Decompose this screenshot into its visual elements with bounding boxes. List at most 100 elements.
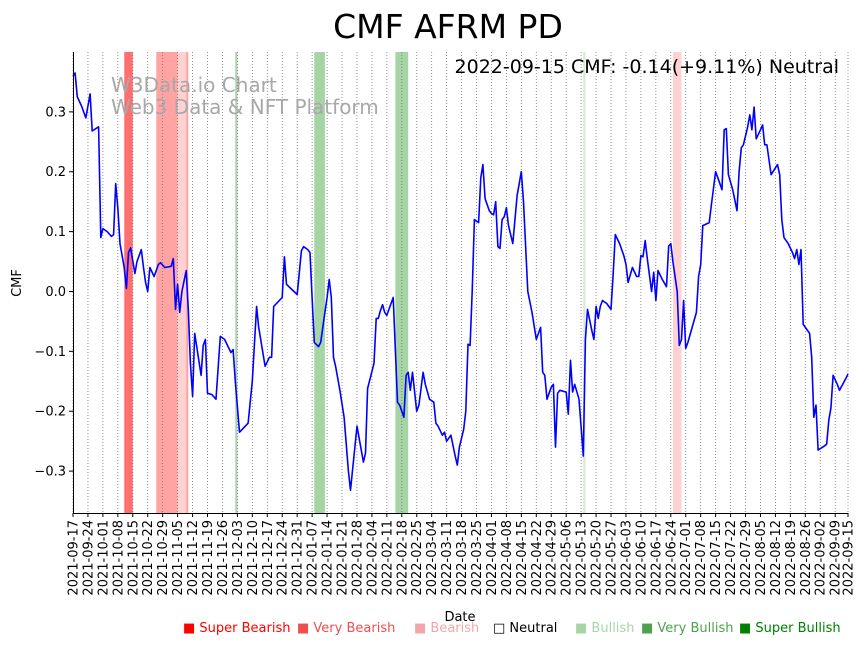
x-tick-label: 2022-01-07 (306, 520, 321, 596)
x-tick-label: 2021-12-17 (261, 520, 276, 596)
x-tick-label: 2021-09-17 (67, 520, 82, 596)
x-tick-label: 2021-10-01 (96, 520, 111, 596)
x-tick-label: 2022-05-13 (575, 520, 590, 596)
chart-title: CMF AFRM PD (333, 7, 563, 46)
x-tick-label: 2022-04-29 (545, 520, 560, 596)
legend-item: ■ Bullish (575, 621, 634, 636)
legend-label: Very Bearish (313, 621, 396, 636)
legend-label: Super Bearish (199, 621, 291, 636)
legend-item: ■ Very Bullish (641, 621, 733, 636)
x-tick-label: 2022-06-24 (664, 520, 679, 596)
signal-bands (124, 52, 682, 513)
x-tick-label: 2022-06-10 (634, 520, 649, 596)
signal-band-very-bullish-light (314, 52, 325, 513)
x-tick-label: 2022-04-01 (485, 520, 500, 596)
x-tick-label: 2022-04-15 (515, 520, 530, 596)
legend-item: ■ Very Bearish (297, 621, 395, 636)
x-tick-label: 2022-02-04 (365, 520, 380, 596)
x-tick-label: 2022-07-29 (739, 520, 754, 596)
legend-marker: ■ (414, 621, 431, 636)
x-tick-label: 2021-10-15 (126, 520, 141, 596)
x-tick-label: 2022-08-05 (754, 520, 769, 596)
y-tick-label: 0.1 (45, 225, 66, 240)
watermark-line-2: Web3 Data & NFT Platform (111, 95, 379, 119)
x-tick-label: 2022-05-20 (590, 520, 605, 596)
y-tick-label: 0.0 (45, 285, 66, 300)
legend-label: Super Bullish (755, 621, 841, 636)
x-tick-label: 2022-07-15 (709, 520, 724, 596)
cmf-line (72, 72, 849, 492)
x-tick-label: 2022-06-03 (619, 520, 634, 596)
x-tick-label: 2022-09-15 (842, 520, 857, 596)
legend-marker: ■ (183, 621, 200, 636)
legend-item: ■ Bearish (414, 621, 479, 636)
x-tick-label: 2021-10-29 (156, 520, 171, 596)
watermark-line-1: W3Data.io Chart (111, 73, 277, 97)
cmf-series (72, 72, 849, 492)
legend-item: ■ Super Bullish (739, 621, 841, 636)
x-tick-label: 2022-03-11 (440, 520, 455, 596)
x-tick-label: 2022-09-02 (814, 520, 829, 596)
x-tick-label: 2021-10-22 (141, 520, 156, 596)
vertical-gridlines (72, 52, 849, 513)
x-axis-label: Date (444, 610, 475, 625)
y-axis-label: CMF (10, 269, 25, 297)
x-tick-label: 2021-12-03 (231, 520, 246, 596)
x-tick-label: 2021-11-05 (171, 520, 186, 596)
y-tick-label: 0.3 (45, 105, 66, 120)
y-tick-label: −0.3 (34, 465, 66, 480)
x-tick-label: 2022-02-18 (395, 520, 410, 596)
x-tick-label: 2021-11-19 (201, 520, 216, 596)
legend-label: Neutral (509, 621, 558, 636)
x-tick-label: 2022-02-11 (380, 520, 395, 596)
legend-marker: □ (493, 621, 510, 636)
x-tick-label: 2022-01-28 (350, 520, 365, 596)
x-tick-label: 2022-01-14 (321, 520, 336, 596)
x-tick-label: 2022-03-18 (455, 520, 470, 596)
x-tick-label: 2022-08-26 (799, 520, 814, 596)
x-tick-label: 2021-12-31 (291, 520, 306, 596)
legend-marker: ■ (641, 621, 658, 636)
signal-band-very-bearish (124, 52, 133, 513)
legend-item: ■ Super Bearish (183, 621, 291, 636)
x-tick-label: 2022-03-04 (425, 520, 440, 596)
x-tick-label: 2022-06-17 (649, 520, 664, 596)
x-tick-label: 2021-10-08 (111, 520, 126, 596)
y-tick-label: 0.2 (45, 165, 66, 180)
x-tick-label: 2022-08-12 (769, 520, 784, 596)
x-tick-label: 2022-05-27 (605, 520, 620, 596)
axes (73, 52, 848, 514)
signal-band-bearish (156, 52, 178, 513)
legend-marker: ■ (739, 621, 756, 636)
y-tick-label: −0.2 (34, 405, 66, 420)
x-tick-label: 2022-04-08 (500, 520, 515, 596)
x-tick-label: 2021-12-24 (276, 520, 291, 596)
legend-item: □ Neutral (493, 621, 557, 636)
x-tick-label: 2021-09-24 (81, 520, 96, 596)
x-tick-label: 2022-02-25 (410, 520, 425, 596)
x-tick-label: 2021-12-10 (246, 520, 261, 596)
legend-marker: ■ (297, 621, 314, 636)
watermark: W3Data.io Chart Web3 Data & NFT Platform (111, 73, 379, 119)
x-tick-label: 2022-07-22 (724, 520, 739, 596)
x-tick-label: 2022-03-25 (470, 520, 485, 596)
legend-marker: ■ (575, 621, 592, 636)
y-tick-label: −0.1 (34, 345, 66, 360)
x-tick-label: 2022-04-22 (530, 520, 545, 596)
legend-label: Bearish (430, 621, 480, 636)
legend-label: Bullish (591, 621, 635, 636)
x-ticks: 2021-09-17 2021-09-24 2021-10-01 2021-10-08… (67, 513, 857, 596)
x-tick-label: 2022-09-09 (829, 520, 844, 596)
x-tick-label: 2022-07-08 (694, 520, 709, 596)
x-tick-label: 2022-05-06 (560, 520, 575, 596)
cmf-annotation: 2022-09-15 CMF: -0.14(+9.11%) Neutral (455, 56, 839, 78)
x-tick-label: 2022-08-19 (784, 520, 799, 596)
x-tick-label: 2021-11-26 (216, 520, 231, 596)
signal-band-bullish (235, 52, 238, 513)
x-tick-label: 2022-01-21 (336, 520, 351, 596)
x-tick-label: 2021-11-12 (186, 520, 201, 596)
legend-label: Very Bullish (657, 621, 734, 636)
y-ticks: −0.3 −0.2 −0.1 0.0 0.1 0.2 0.3 (34, 105, 73, 480)
signal-band-bearish-light (672, 52, 682, 513)
